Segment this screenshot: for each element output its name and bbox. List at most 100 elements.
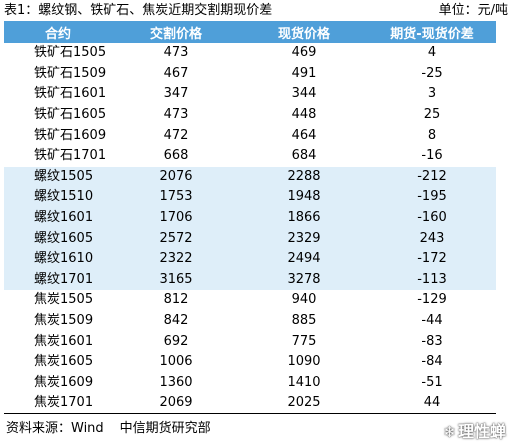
cell-delivery-price: 473 [163, 107, 189, 123]
unit-label: 单位：元/吨 [438, 3, 508, 18]
cell-spot-price: 2329 [240, 228, 368, 249]
header-spot-price: 现货价格 [240, 21, 368, 43]
table-row: 螺纹1601 1706 1866 -160 [4, 207, 496, 229]
cell-contract: 焦炭1605 [34, 354, 94, 370]
cell-contract: 铁矿石1601 [34, 86, 107, 102]
cell-spot-price: 1090 [287, 354, 321, 370]
cell-delivery-price: 1753 [112, 187, 240, 208]
source-org: 中信期货研究部 [119, 421, 211, 436]
cell-contract: 螺纹1610 [4, 248, 112, 270]
cell-contract: 铁矿石1701 [34, 148, 107, 164]
bottom-rule [4, 413, 496, 414]
cell-spot-price: 684 [291, 148, 317, 164]
cell-delivery-price: 1706 [112, 207, 240, 229]
cell-contract: 焦炭1701 [34, 395, 94, 411]
cell-delivery-price: 473 [163, 45, 189, 61]
cell-delivery-price: 2076 [112, 166, 240, 188]
cell-contract: 铁矿石1605 [34, 107, 107, 123]
snowball-icon: ❄ [443, 423, 456, 441]
cell-spread: -44 [421, 313, 443, 329]
table-row: 螺纹1610 2322 2494 -172 [4, 248, 496, 270]
cell-spot-price: 2288 [240, 166, 368, 188]
cell-spread: -129 [417, 292, 447, 308]
cell-contract: 焦炭1601 [34, 333, 94, 349]
cell-spot-price: 448 [291, 107, 317, 123]
cell-spot-price: 491 [291, 65, 317, 81]
table-row: 铁矿石1609 472 464 8 [4, 125, 496, 146]
table-row: 螺纹1605 2572 2329 243 [4, 228, 496, 249]
header-contract: 合约 [4, 21, 112, 43]
cell-spread: -195 [368, 187, 496, 208]
header-spread: 期货-现货价差 [368, 21, 496, 43]
cell-spread: -113 [368, 269, 496, 291]
cell-spot-price: 1948 [240, 187, 368, 208]
cell-delivery-price: 2572 [112, 228, 240, 249]
cell-spread: -25 [421, 65, 443, 81]
cell-contract: 铁矿石1509 [34, 65, 107, 81]
cell-spot-price: 1866 [240, 207, 368, 229]
cell-contract: 螺纹1505 [4, 166, 112, 188]
watermark-text: 理性蝉 [457, 422, 506, 441]
table-row: 焦炭1601 692 775 -83 [4, 331, 496, 352]
cell-spread: -160 [368, 207, 496, 229]
cell-delivery-price: 1006 [159, 354, 193, 370]
cell-contract: 螺纹1601 [4, 207, 112, 229]
table-row: 铁矿石1701 668 684 -16 [4, 146, 496, 167]
table-row: 焦炭1609 1360 1410 -51 [4, 373, 496, 394]
table-row: 螺纹1510 1753 1948 -195 [4, 187, 496, 208]
cell-spread: -172 [368, 248, 496, 270]
cell-spread: 3 [427, 86, 437, 102]
table-row: 螺纹1505 2076 2288 -212 [4, 166, 496, 188]
cell-spread: 25 [423, 107, 441, 123]
cell-contract: 焦炭1609 [34, 374, 94, 390]
cell-spread: -83 [421, 333, 443, 349]
cell-contract: 铁矿石1505 [34, 45, 107, 61]
table-row: 焦炭1505 812 940 -129 [4, 290, 496, 311]
cell-spread: -212 [368, 166, 496, 188]
cell-spot-price: 3278 [240, 269, 368, 291]
cell-spot-price: 464 [291, 127, 317, 143]
spread-table: 合约 交割价格 现货价格 期货-现货价差 铁矿石1505 473 469 4 铁矿石15… [4, 21, 496, 414]
cell-spread: 8 [427, 127, 437, 143]
cell-delivery-price: 467 [163, 65, 189, 81]
table-body: 铁矿石1505 473 469 4 铁矿石1509 467 491 -25 铁矿石1601 3 47… [4, 43, 496, 414]
cell-contract: 螺纹1701 [4, 269, 112, 291]
cell-delivery-price: 1360 [159, 374, 193, 390]
cell-delivery-price: 668 [163, 148, 189, 164]
cell-spread: -84 [421, 354, 443, 370]
table-row: 铁矿石1601 347 344 3 [4, 84, 496, 105]
cell-spread: -16 [421, 148, 443, 164]
header-delivery-price: 交割价格 [112, 21, 240, 43]
cell-delivery-price: 692 [163, 333, 189, 349]
cell-spot-price: 2025 [287, 395, 321, 411]
cell-delivery-price: 472 [163, 127, 189, 143]
cell-delivery-price: 2322 [112, 248, 240, 270]
cell-spot-price: 1410 [287, 374, 321, 390]
table-row: 铁矿石1509 467 491 -25 [4, 64, 496, 85]
cell-contract: 焦炭1505 [34, 292, 94, 308]
source-note: 资料来源：Wind 中信期货研究部 [6, 420, 211, 438]
header-row: 合约 交割价格 现货价格 期货-现货价差 [4, 21, 496, 43]
table-row: 焦炭1509 842 885 -44 [4, 311, 496, 332]
cell-spot-price: 940 [291, 292, 317, 308]
cell-contract: 螺纹1605 [4, 228, 112, 249]
cell-delivery-price: 842 [163, 313, 189, 329]
watermark: ❄ 理性蝉 [443, 418, 506, 442]
cell-spot-price: 2494 [240, 248, 368, 270]
cell-spot-price: 885 [291, 313, 317, 329]
cell-spread: 4 [427, 45, 437, 61]
table-row: 螺纹1701 3165 3278 -113 [4, 269, 496, 291]
cell-delivery-price: 812 [163, 292, 189, 308]
source-label: 资料来源：Wind [6, 421, 104, 436]
cell-contract: 铁矿石1609 [34, 127, 107, 143]
cell-spot-price: 344 [291, 86, 317, 102]
table-row: 铁矿石1605 473 448 25 [4, 105, 496, 126]
table-row: 焦炭1605 1006 1090 -84 [4, 352, 496, 373]
table-title: 表1：螺纹钢、铁矿石、焦炭近期交割期现价差 [4, 3, 273, 18]
cell-spot-price: 469 [291, 45, 317, 61]
cell-contract: 焦炭1509 [34, 313, 94, 329]
table-row: 铁矿石1505 473 469 4 [4, 43, 496, 64]
cell-contract: 螺纹1510 [4, 187, 112, 208]
cell-delivery-price: 3165 [112, 269, 240, 291]
cell-spread: -51 [421, 374, 443, 390]
